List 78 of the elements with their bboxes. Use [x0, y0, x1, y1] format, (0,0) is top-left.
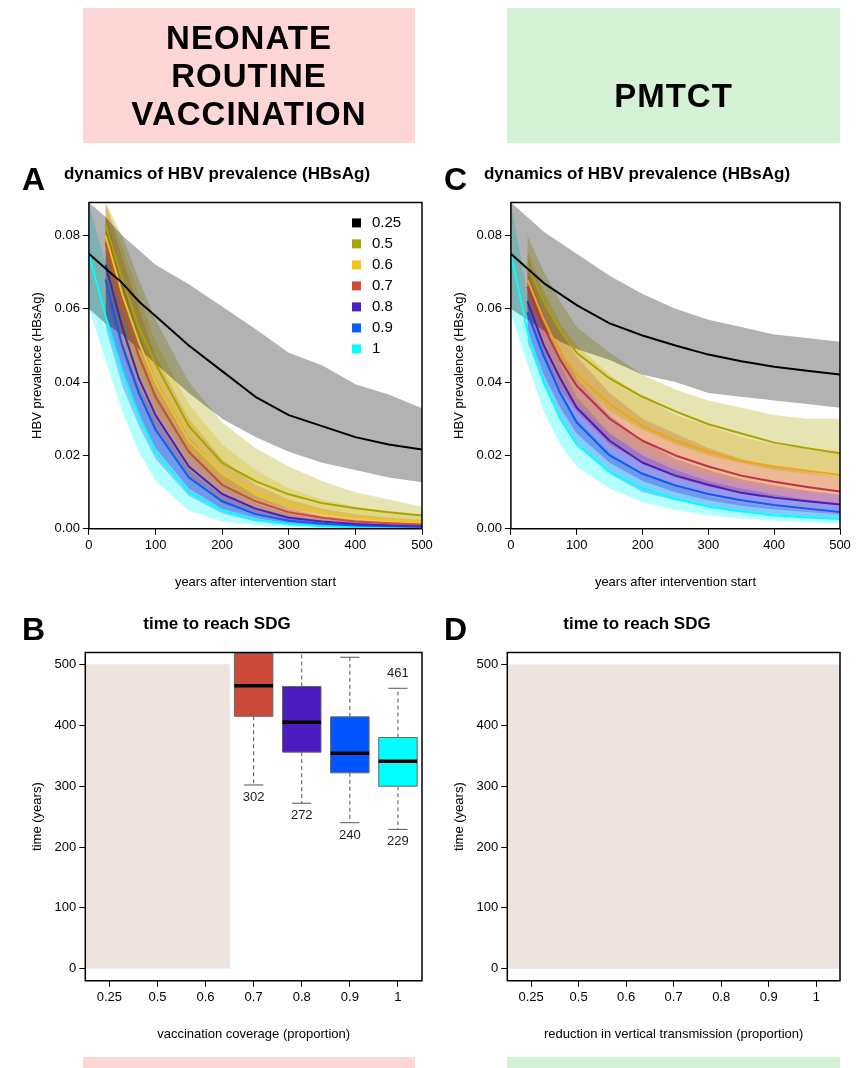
x-tick-label: 0.8 [292, 989, 311, 1005]
annotation: 229 [387, 833, 409, 849]
annotation: 302 [242, 789, 265, 805]
y-tick-label: 0.02 [476, 447, 502, 463]
legend-label: 0.9 [372, 318, 393, 336]
legend-label: 0.6 [372, 255, 393, 273]
x-tick-label: 0.6 [617, 989, 636, 1005]
y-tick-label: 0.02 [54, 447, 80, 463]
y-tick-label: 0 [69, 960, 77, 976]
y-tick-label: 0.04 [476, 373, 502, 389]
x-axis-title: years after intervention start [174, 573, 337, 589]
text: A [22, 161, 46, 198]
annotation: 240 [339, 826, 361, 842]
x-tick-label: 100 [565, 537, 588, 553]
x-tick-label: 1 [394, 989, 402, 1005]
y-tick-label: 300 [54, 777, 77, 793]
y-tick-label: 200 [476, 838, 499, 854]
y-tick-label: 500 [476, 656, 499, 672]
y-tick-label: 0.00 [476, 520, 502, 536]
legend-label: 0.8 [372, 297, 393, 315]
y-tick-label: 0.04 [54, 373, 80, 389]
chart-title: time to reach SDG [563, 613, 711, 633]
annotation: 272 [290, 807, 313, 823]
x-tick-label: 0.25 [96, 989, 122, 1005]
x-tick-label: 0.9 [759, 989, 778, 1005]
x-axis-title: years after intervention start [594, 573, 757, 589]
y-tick-label: 400 [476, 716, 499, 732]
x-tick-label: 0.5 [569, 989, 588, 1005]
x-tick-label: 0.25 [518, 989, 544, 1005]
x-tick-label: 500 [411, 537, 433, 553]
y-tick-label: 0.08 [54, 226, 80, 242]
y-axis-title: time (years) [29, 782, 45, 851]
y-tick-label: 300 [476, 777, 499, 793]
y-axis-title: HBV prevalence (HBsAg) [29, 292, 45, 439]
text: B [22, 611, 46, 648]
legend-label: 0.5 [372, 234, 393, 252]
y-axis-title: HBV prevalence (HBsAg) [451, 292, 467, 439]
x-tick-label: 0 [85, 537, 93, 553]
text: C [444, 161, 468, 198]
x-tick-label: 200 [631, 537, 654, 553]
legend-label: 1 [372, 339, 381, 357]
x-tick-label: 300 [697, 537, 720, 553]
chart-title: dynamics of HBV prevalence (HBsAg) [483, 163, 791, 183]
x-tick-label: 0.9 [340, 989, 359, 1005]
legend-label: 0.7 [372, 276, 393, 294]
y-tick-label: 0.00 [54, 520, 80, 536]
chart-title: time to reach SDG [143, 613, 291, 633]
heading-banner: PMTCT [507, 8, 840, 143]
x-tick-label: 400 [763, 537, 786, 553]
x-tick-label: 200 [211, 537, 233, 553]
x-tick-label: 0.7 [664, 989, 683, 1005]
legend-label: 0.25 [372, 213, 402, 231]
x-tick-label: 400 [344, 537, 367, 553]
text: D [444, 611, 468, 648]
y-tick-label: 100 [54, 899, 77, 915]
y-tick-label: 0.08 [476, 226, 502, 242]
y-axis-title: time (years) [451, 782, 467, 851]
y-tick-label: 500 [54, 656, 77, 672]
x-tick-label: 0.8 [712, 989, 731, 1005]
x-tick-label: 300 [277, 537, 300, 553]
x-axis-title: vaccination coverage (proportion) [157, 1025, 351, 1041]
y-tick-label: 200 [54, 838, 77, 854]
chart-title: dynamics of HBV prevalence (HBsAg) [63, 163, 371, 183]
y-tick-label: 0.06 [54, 300, 80, 316]
x-axis-title: reduction in vertical transmission (proportion) [543, 1025, 804, 1041]
x-tick-label: 0.7 [244, 989, 263, 1005]
x-tick-label: 0.5 [148, 989, 167, 1005]
x-tick-label: 500 [829, 537, 851, 553]
x-tick-label: 100 [144, 537, 167, 553]
x-tick-label: 1 [812, 989, 820, 1005]
x-tick-label: 0 [507, 537, 515, 553]
x-tick-label: 0.6 [196, 989, 215, 1005]
annotation: 461 [387, 665, 409, 681]
y-tick-label: 100 [476, 899, 499, 915]
y-tick-label: 0.06 [476, 300, 502, 316]
y-tick-label: 0 [491, 960, 499, 976]
y-tick-label: 400 [54, 716, 77, 732]
heading-banner: NEONATE ROUTINE VACCINATION [83, 8, 415, 143]
